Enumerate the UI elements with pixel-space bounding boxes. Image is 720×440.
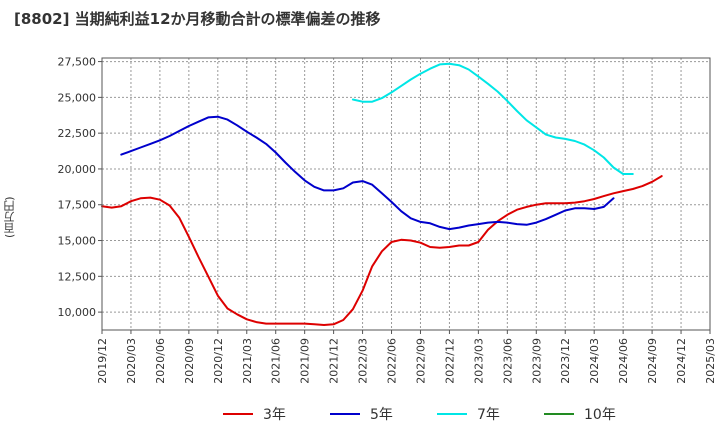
x-tick-label: 2022/12 bbox=[443, 338, 456, 384]
y-tick-label: 25,000 bbox=[58, 91, 97, 104]
plot-area bbox=[102, 58, 710, 330]
plot-border bbox=[101, 57, 711, 331]
x-axis-ticks: 2019/12 2020/03 2020/06 2020/09 2020/12 2021/… bbox=[96, 330, 717, 384]
x-tick-label: 2020/12 bbox=[212, 338, 225, 384]
series-line-5年 bbox=[120, 115, 615, 231]
x-tick-label: 2021/09 bbox=[299, 338, 312, 384]
y-tick-label: 17,500 bbox=[58, 199, 97, 212]
y-tick-label: 22,500 bbox=[58, 127, 97, 140]
x-tick-label: 2023/06 bbox=[501, 338, 514, 384]
x-tick-label: 2020/06 bbox=[154, 338, 167, 384]
x-tick-label: 2022/03 bbox=[357, 338, 370, 384]
x-tick-label: 2023/03 bbox=[472, 338, 485, 384]
legend-label-10年: 10年 bbox=[584, 407, 616, 423]
x-tick-label: 2022/06 bbox=[386, 338, 399, 384]
legend: 3年 5年 7年 10年 bbox=[223, 407, 616, 423]
x-tick-label: 2023/09 bbox=[530, 338, 543, 384]
legend-label-7年: 7年 bbox=[477, 407, 500, 423]
x-tick-label: 2019/12 bbox=[96, 338, 109, 384]
y-tick-label: 20,000 bbox=[58, 163, 97, 176]
x-tick-label: 2021/06 bbox=[270, 338, 283, 384]
x-tick-label: 2024/09 bbox=[646, 338, 659, 384]
x-tick-label: 2020/09 bbox=[183, 338, 196, 384]
series-lines bbox=[101, 62, 663, 326]
x-tick-label: 2024/12 bbox=[675, 338, 688, 384]
y-tick-label: 10,000 bbox=[58, 306, 97, 319]
x-tick-label: 2022/09 bbox=[414, 338, 427, 384]
x-tick-label: 2025/03 bbox=[704, 338, 717, 384]
x-tick-label: 2023/12 bbox=[559, 338, 572, 384]
series-line-3年 bbox=[101, 175, 663, 326]
x-tick-label: 2024/06 bbox=[617, 338, 630, 384]
y-axis-ticks: 10,000 12,500 15,000 17,500 20,000 22,500 25,0… bbox=[58, 56, 102, 319]
legend-label-5年: 5年 bbox=[370, 407, 393, 423]
grid bbox=[102, 58, 711, 330]
y-tick-label: 15,000 bbox=[58, 235, 97, 248]
chart-title: [8802] 当期純利益12か月移動合計の標準偏差の推移 bbox=[14, 10, 381, 28]
x-tick-label: 2021/03 bbox=[241, 338, 254, 384]
y-tick-label: 12,500 bbox=[58, 270, 97, 283]
legend-label-3年: 3年 bbox=[263, 407, 286, 423]
x-tick-label: 2024/03 bbox=[588, 338, 601, 384]
x-tick-label: 2020/03 bbox=[125, 338, 138, 384]
series-line-7年 bbox=[351, 62, 634, 175]
y-tick-label: 27,500 bbox=[58, 56, 97, 69]
x-tick-label: 2021/12 bbox=[328, 338, 341, 384]
